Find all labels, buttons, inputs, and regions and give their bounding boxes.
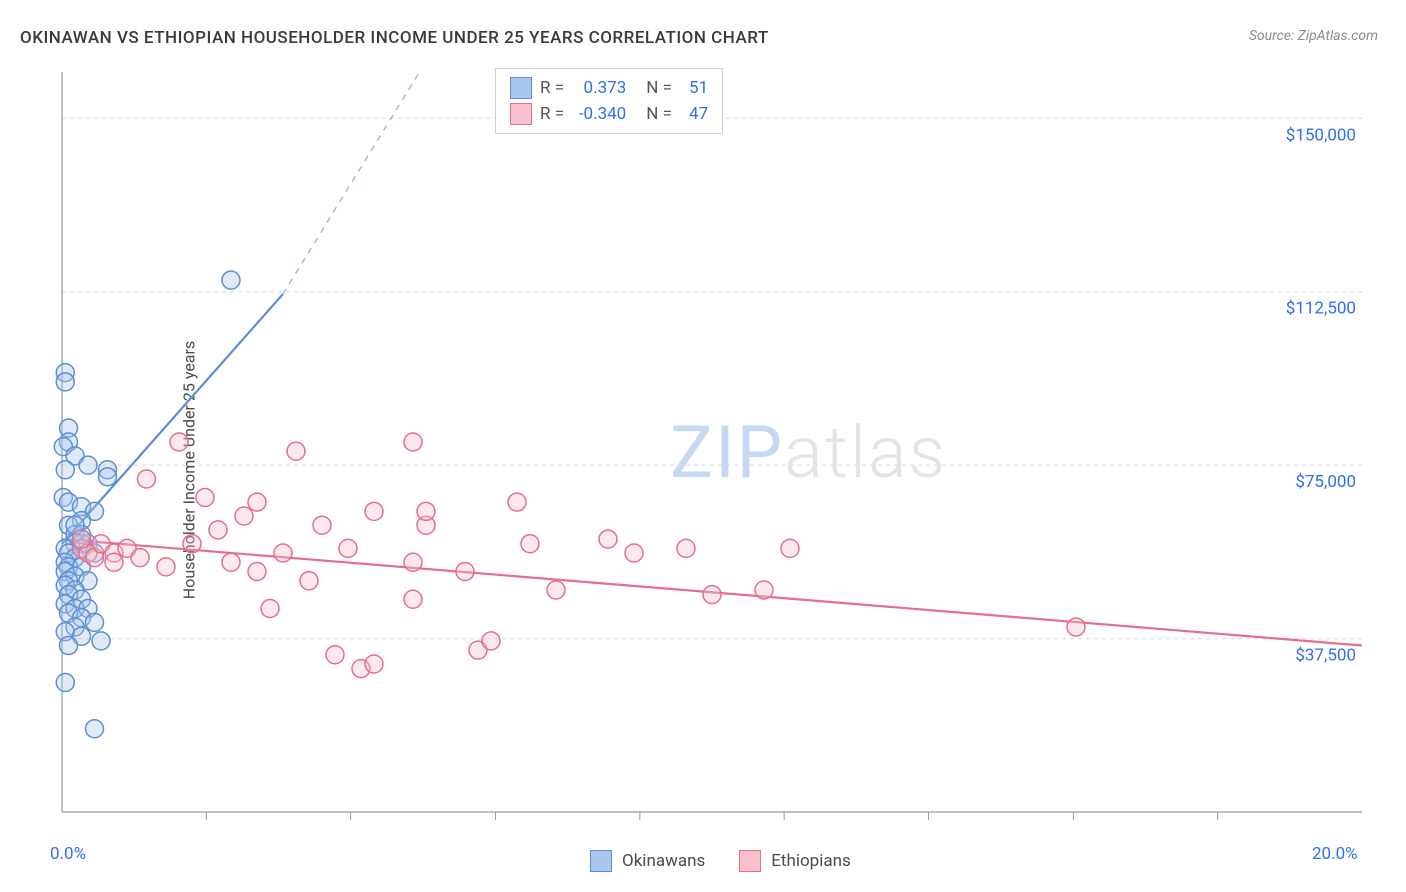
data-point [196, 489, 214, 507]
swatch-ethiopians-2 [739, 850, 761, 872]
data-point [209, 521, 227, 539]
data-point [248, 493, 266, 511]
data-point [157, 558, 175, 576]
data-point [60, 637, 78, 655]
n-value-1: 51 [678, 78, 708, 98]
y-tick-label: $75,000 [1295, 472, 1356, 492]
data-point [404, 553, 422, 571]
data-point [404, 433, 422, 451]
data-point [86, 720, 104, 738]
data-point [365, 502, 383, 520]
data-point [547, 581, 565, 599]
data-point [92, 632, 110, 650]
data-point [521, 535, 539, 553]
stats-legend: R = 0.373 N = 51 R = -0.340 N = 47 [495, 68, 723, 134]
data-point [781, 539, 799, 557]
data-point [755, 581, 773, 599]
data-point [248, 563, 266, 581]
data-point [482, 632, 500, 650]
legend-label-okinawans: Okinawans [622, 851, 705, 871]
r-label-2: R = [540, 104, 564, 124]
data-point [703, 586, 721, 604]
data-point [222, 553, 240, 571]
y-tick-label: $150,000 [1286, 125, 1356, 145]
data-point [300, 572, 318, 590]
data-point [456, 563, 474, 581]
data-point [56, 674, 74, 692]
data-point [261, 600, 279, 618]
data-point [365, 655, 383, 673]
data-point [235, 507, 253, 525]
legend-label-ethiopians: Ethiopians [771, 851, 851, 871]
swatch-ethiopians [510, 103, 532, 125]
data-point [73, 530, 91, 548]
data-point [1067, 618, 1085, 636]
data-point [56, 373, 74, 391]
data-point [274, 544, 292, 562]
swatch-okinawans-2 [590, 850, 612, 872]
data-point [404, 590, 422, 608]
data-point [222, 271, 240, 289]
chart-title: OKINAWAN VS ETHIOPIAN HOUSEHOLDER INCOME… [20, 28, 769, 48]
data-point [183, 535, 201, 553]
r-value-2: -0.340 [570, 104, 626, 124]
data-point [599, 530, 617, 548]
r-label-1: R = [540, 78, 564, 98]
data-point [287, 442, 305, 460]
plot-container: Householder Income Under 25 years $37,50… [50, 60, 1390, 820]
swatch-okinawans [510, 77, 532, 99]
r-value-1: 0.373 [570, 78, 626, 98]
data-point [99, 468, 117, 486]
legend-item-okinawans: Okinawans [590, 850, 705, 872]
stats-row-okinawans: R = 0.373 N = 51 [510, 75, 708, 101]
x-axis-min: 0.0% [50, 844, 86, 864]
data-point [56, 461, 74, 479]
data-point [131, 549, 149, 567]
data-point [170, 433, 188, 451]
chart-canvas: $37,500 $75,000 $112,500 $150,000 [50, 60, 1390, 820]
data-point [79, 456, 97, 474]
data-point [86, 613, 104, 631]
data-point [138, 470, 156, 488]
stats-row-ethiopians: R = -0.340 N = 47 [510, 101, 708, 127]
y-tick-label: $112,500 [1286, 299, 1356, 319]
data-point [105, 553, 123, 571]
series-legend: Okinawans Ethiopians [590, 850, 851, 872]
data-point [508, 493, 526, 511]
source-label: Source: ZipAtlas.com [1249, 28, 1378, 44]
data-point [339, 539, 357, 557]
legend-item-ethiopians: Ethiopians [739, 850, 851, 872]
data-point [313, 516, 331, 534]
y-tick-label: $37,500 [1295, 646, 1356, 666]
data-point [417, 502, 435, 520]
data-point [625, 544, 643, 562]
data-point [677, 539, 695, 557]
n-value-2: 47 [678, 104, 708, 124]
n-label-2: N = [646, 104, 672, 124]
x-axis-max: 20.0% [1312, 844, 1358, 864]
n-label-1: N = [646, 78, 672, 98]
data-point [326, 646, 344, 664]
